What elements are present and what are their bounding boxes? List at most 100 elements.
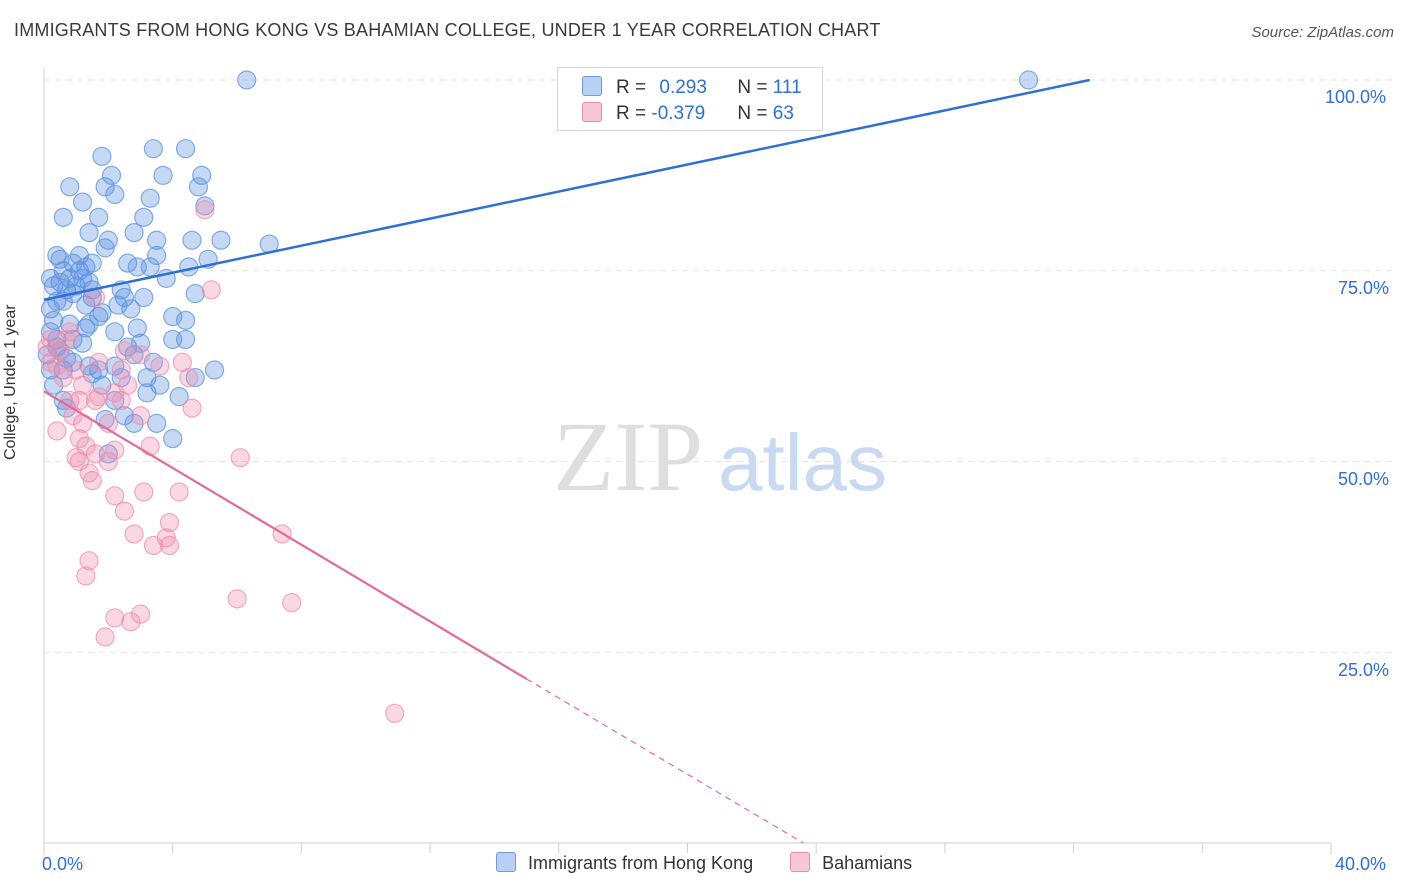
- bahamians-point-57: [111, 390, 131, 411]
- source-label: Source: ZipAtlas.com: [1251, 24, 1394, 41]
- watermark-atlas: atlas: [718, 418, 887, 507]
- hong-kong-point-9: [95, 177, 115, 197]
- bahamians-point-49: [282, 593, 302, 613]
- hong-kong-point-1: [1018, 70, 1039, 90]
- hong-kong-point-45: [44, 276, 64, 296]
- y-tick-label-75: 75.0%: [1338, 278, 1390, 298]
- chart-title: IMMIGRANTS FROM HONG KONG VS BAHAMIAN CO…: [14, 20, 881, 40]
- trend-line-bahamians: [43, 390, 528, 680]
- r-value-pink: -0.379: [651, 103, 706, 124]
- stats-row-blue: R = 0.293 N = 111: [582, 76, 802, 99]
- watermark-zip: ZIP: [553, 401, 703, 512]
- bahamians-point-6: [37, 337, 57, 357]
- hong-kong-point-8: [60, 177, 80, 197]
- hong-kong-point-11: [105, 184, 125, 205]
- bahamians-point-18: [105, 383, 125, 403]
- hong-kong-point-15: [53, 207, 73, 227]
- hong-kong-point-95: [79, 356, 99, 376]
- bahamians-point-51: [105, 608, 125, 628]
- bahamians-point-62: [89, 352, 109, 372]
- hong-kong-point-102: [140, 257, 160, 277]
- hong-kong-point-49: [185, 284, 205, 304]
- bahamians-point-15: [53, 367, 73, 388]
- hong-kong-point-89: [163, 429, 183, 449]
- bahamians-point-60: [130, 345, 151, 365]
- hong-kong-point-92: [44, 375, 64, 395]
- hong-kong-point-19: [124, 223, 144, 243]
- bahamians-point-26: [69, 429, 89, 449]
- series-legend: Immigrants from Hong Kong Bahamians: [496, 852, 944, 874]
- bahamians-point-22: [85, 390, 106, 411]
- bahamians-point-44: [143, 535, 163, 556]
- hong-kong-point-106: [73, 333, 93, 353]
- hong-kong-point-78: [204, 360, 225, 380]
- hong-kong-point-2: [92, 146, 112, 166]
- axes: [43, 68, 1332, 855]
- bahamians-point-47: [76, 566, 96, 586]
- hong-kong-point-13: [73, 192, 93, 212]
- hong-kong-point-63: [175, 310, 196, 330]
- hong-kong-point-66: [76, 318, 96, 338]
- bahamians-point-36: [105, 486, 125, 506]
- hong-kong-point-99: [169, 387, 189, 407]
- bahamians-point-41: [124, 524, 144, 544]
- hong-kong-point-55: [134, 287, 154, 308]
- hong-kong-point-28: [147, 245, 167, 266]
- bahamians-point-48: [227, 589, 247, 609]
- hong-kong-point-67: [105, 322, 125, 342]
- hong-kong-point-10: [188, 177, 209, 197]
- bahamians-point-12: [150, 356, 170, 376]
- hong-kong-point-105: [108, 295, 128, 315]
- hong-kong-point-73: [124, 345, 144, 365]
- bahamians-point-54: [385, 703, 405, 723]
- hong-kong-point-0: [237, 70, 257, 90]
- hong-kong-point-86: [114, 406, 135, 426]
- bahamians-point-1: [201, 280, 221, 300]
- n-value-blue: 111: [772, 77, 802, 98]
- y-tick-label-50: 50.0%: [1338, 469, 1390, 489]
- hong-kong-point-81: [185, 367, 205, 388]
- bahamians-point-5: [56, 329, 77, 350]
- hong-kong-point-87: [147, 413, 167, 433]
- hong-kong-point-23: [211, 230, 231, 250]
- hong-kong-point-68: [130, 333, 151, 353]
- bahamians-point-16: [179, 367, 199, 388]
- stats-legend: R = 0.293 N = 111 R = -0.379 N = 63: [557, 67, 823, 131]
- r-value-blue: 0.293: [659, 77, 707, 98]
- hong-kong-point-85: [105, 390, 125, 411]
- hong-kong-point-12: [140, 188, 160, 208]
- hong-kong-point-29: [50, 249, 70, 269]
- hong-kong-point-101: [66, 276, 86, 296]
- x-tick-label-max: 40.0%: [1335, 854, 1387, 874]
- hong-kong-point-22: [182, 230, 202, 250]
- legend-item-hong-kong[interactable]: Immigrants from Hong Kong: [496, 852, 753, 874]
- bahamians-point-8: [114, 341, 135, 361]
- trend-line-hong-kong: [43, 78, 1090, 301]
- y-axis-label: College, Under 1 year: [2, 304, 19, 460]
- hong-kong-point-52: [114, 287, 135, 308]
- hong-kong-point-60: [163, 306, 183, 327]
- hong-kong-point-110: [127, 318, 147, 338]
- bahamians-point-35: [82, 470, 102, 491]
- hong-kong-point-57: [76, 295, 96, 315]
- bahamians-point-10: [47, 356, 67, 376]
- hong-kong-point-4: [175, 139, 196, 159]
- hong-kong-point-16: [89, 207, 109, 227]
- hong-kong-point-3: [143, 139, 163, 159]
- bahamians-point-37: [134, 482, 154, 502]
- bahamians-point-0: [195, 200, 215, 220]
- bahamians-point-38: [169, 482, 189, 502]
- trend-lines: [43, 78, 1090, 844]
- bahamians-point-45: [159, 535, 180, 556]
- bahamians-point-33: [98, 451, 118, 472]
- hong-kong-point-33: [63, 253, 83, 273]
- hong-kong-point-31: [118, 253, 138, 273]
- legend-swatch-blue: [582, 76, 602, 96]
- bahamians-point-55: [140, 436, 160, 456]
- bahamians-point-39: [114, 501, 135, 521]
- legend-item-bahamians[interactable]: Bahamians: [790, 852, 912, 874]
- bahamians-point-61: [182, 398, 202, 418]
- grid: [44, 79, 1392, 653]
- y-tick-label-25: 25.0%: [1338, 660, 1390, 680]
